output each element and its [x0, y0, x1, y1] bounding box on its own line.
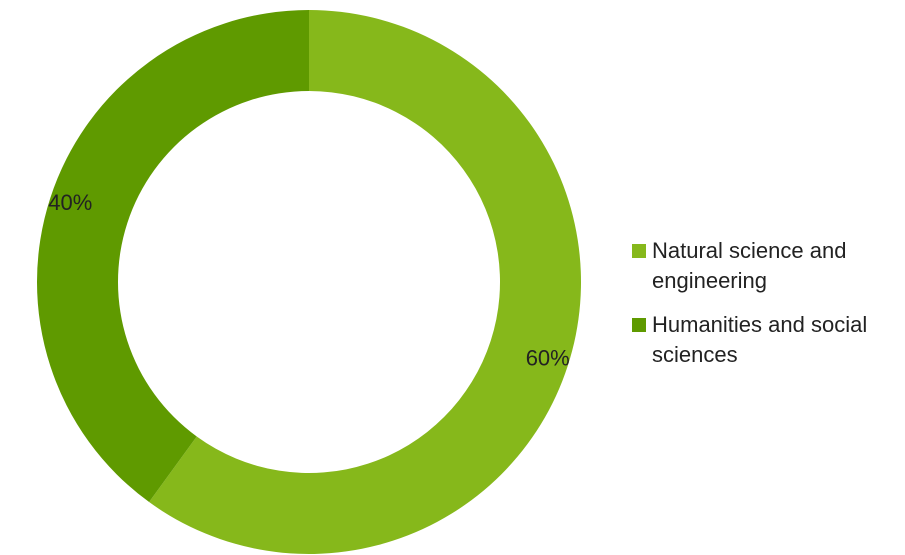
legend-swatch-natural-science	[632, 244, 646, 258]
donut-slice-natural-science-and-engineering	[149, 10, 581, 554]
legend-label-natural-science: Natural science and engineering	[652, 238, 847, 293]
legend-item-humanities: Humanities and social sciences	[632, 310, 900, 370]
slice-label-natural-science-and-engineering: 60%	[526, 345, 570, 370]
legend-label-humanities: Humanities and social sciences	[652, 312, 868, 367]
legend: Natural science and engineering Humaniti…	[632, 236, 900, 384]
legend-item-natural-science: Natural science and engineering	[632, 236, 900, 296]
legend-swatch-humanities	[632, 318, 646, 332]
slice-label-humanities-and-social-sciences: 40%	[48, 190, 92, 215]
donut-slice-humanities-and-social-sciences	[37, 10, 309, 503]
